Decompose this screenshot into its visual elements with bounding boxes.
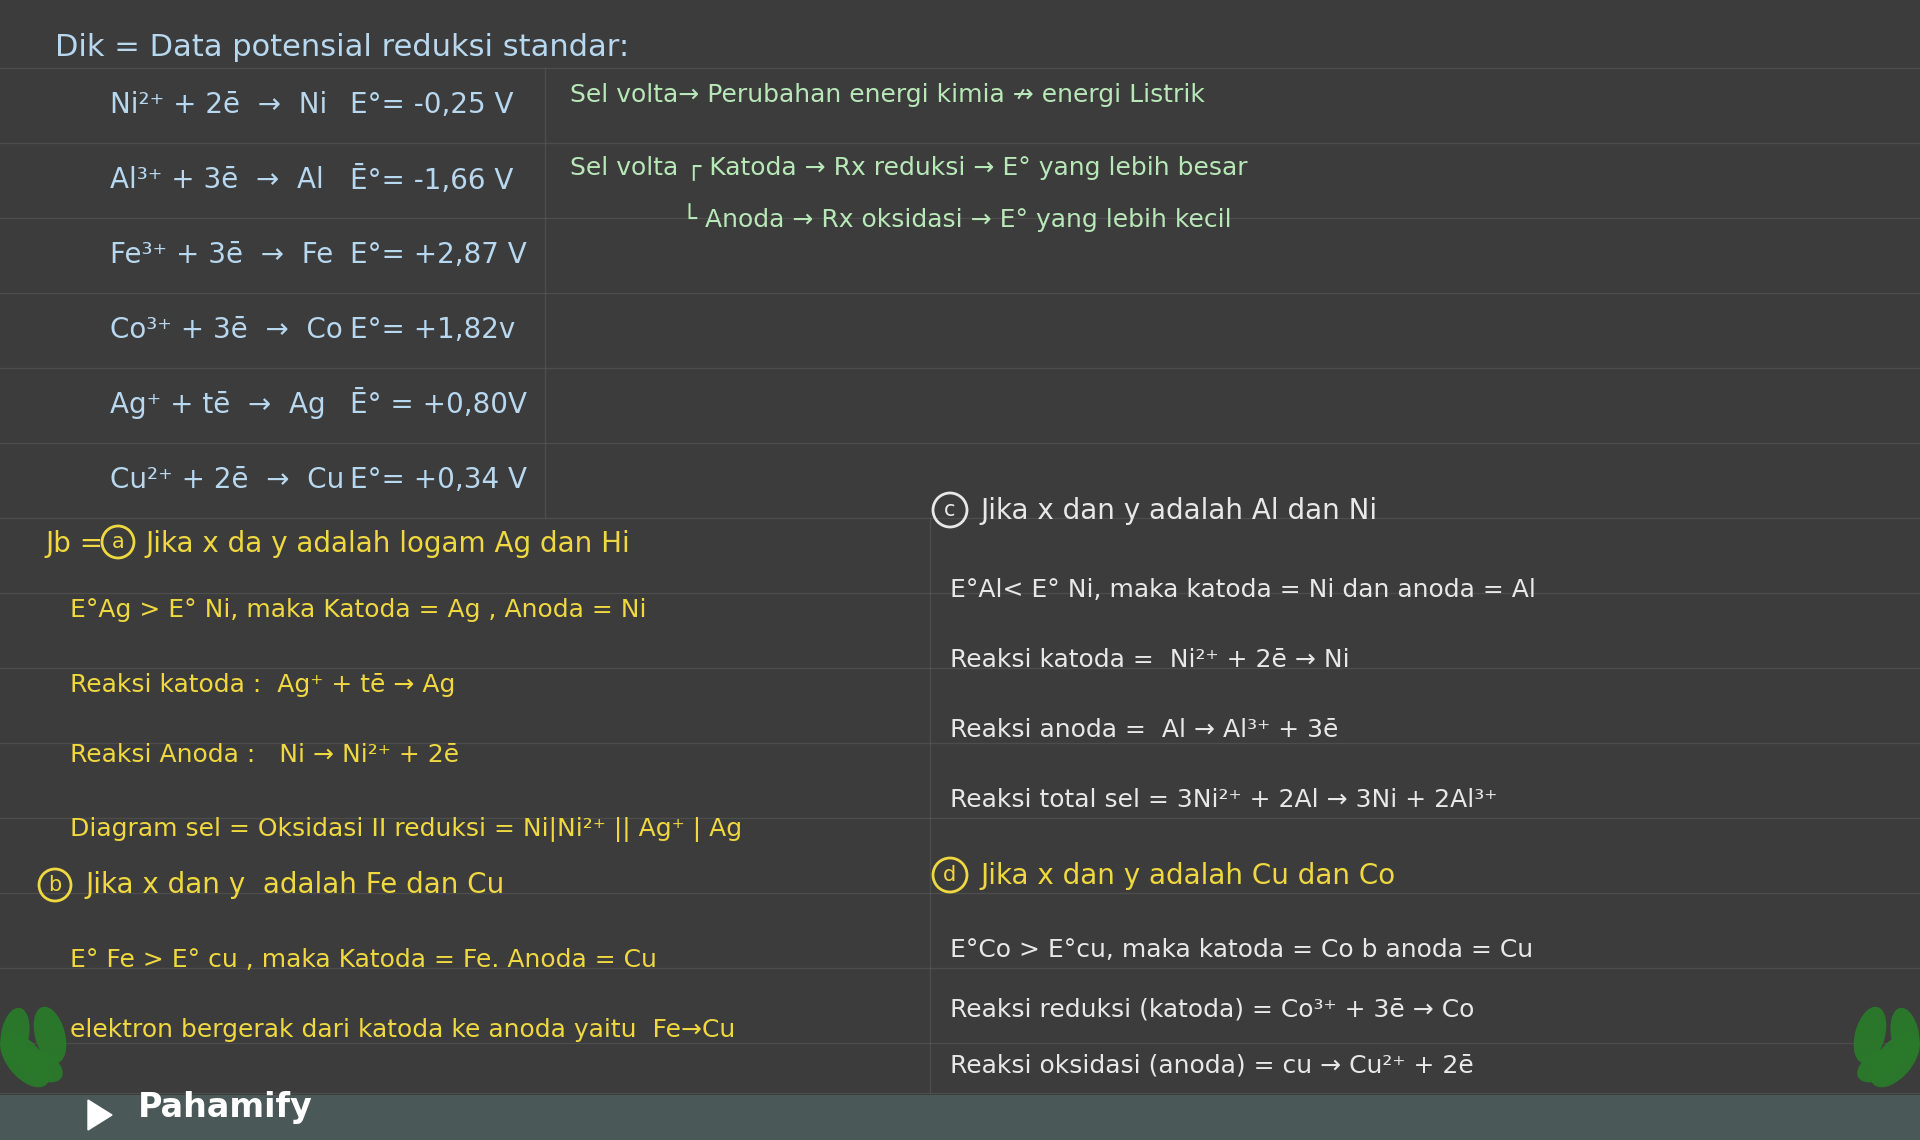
Text: Reaksi reduksi (katoda) = Co³⁺ + 3ē → Co: Reaksi reduksi (katoda) = Co³⁺ + 3ē → Co [950,998,1475,1021]
Text: Jika x dan y adalah Cu dan Co: Jika x dan y adalah Cu dan Co [979,862,1396,890]
Text: a: a [111,532,125,552]
Text: E°= +0,34 V: E°= +0,34 V [349,466,526,494]
Text: E°= -0,25 V: E°= -0,25 V [349,91,513,119]
Text: Al³⁺ + 3ē  →  Al: Al³⁺ + 3ē → Al [109,166,324,194]
Text: Reaksi oksidasi (anoda) = cu → Cu²⁺ + 2ē: Reaksi oksidasi (anoda) = cu → Cu²⁺ + 2ē [950,1053,1475,1077]
Text: Reaksi katoda :  Ag⁺ + tē → Ag: Reaksi katoda : Ag⁺ + tē → Ag [69,673,455,697]
Text: d: d [943,865,956,885]
Text: Ē° = +0,80V: Ē° = +0,80V [349,391,526,420]
Text: Dik = Data potensial reduksi standar:: Dik = Data potensial reduksi standar: [56,33,630,62]
Text: b: b [48,876,61,895]
Text: Ē°= -1,66 V: Ē°= -1,66 V [349,165,513,195]
Text: E°= +2,87 V: E°= +2,87 V [349,241,526,269]
Text: Fe³⁺ + 3ē  →  Fe: Fe³⁺ + 3ē → Fe [109,241,334,269]
Ellipse shape [0,1033,50,1088]
Ellipse shape [1853,1007,1885,1064]
Text: E°Al< E° Ni, maka katoda = Ni dan anoda = Al: E°Al< E° Ni, maka katoda = Ni dan anoda … [950,578,1536,602]
Text: E°Ag > E° Ni, maka Katoda = Ag , Anoda = Ni: E°Ag > E° Ni, maka Katoda = Ag , Anoda =… [69,598,647,622]
Text: Reaksi katoda =  Ni²⁺ + 2ē → Ni: Reaksi katoda = Ni²⁺ + 2ē → Ni [950,648,1350,671]
Text: elektron bergerak dari katoda ke anoda yaitu  Fe→Cu: elektron bergerak dari katoda ke anoda y… [69,1018,735,1042]
Text: Jika x dan y adalah Al dan Ni: Jika x dan y adalah Al dan Ni [979,497,1377,526]
Ellipse shape [35,1007,67,1064]
Text: Ni²⁺ + 2ē  →  Ni: Ni²⁺ + 2ē → Ni [109,91,326,119]
Text: Diagram sel = Oksidasi II reduksi = Ni|Ni²⁺ || Ag⁺ | Ag: Diagram sel = Oksidasi II reduksi = Ni|N… [69,817,743,842]
Text: Cu²⁺ + 2ē  →  Cu: Cu²⁺ + 2ē → Cu [109,466,344,494]
Text: Pahamify: Pahamify [138,1091,313,1124]
Text: Jika x dan y  adalah Fe dan Cu: Jika x dan y adalah Fe dan Cu [84,871,505,899]
Text: Reaksi Anoda :   Ni → Ni²⁺ + 2ē: Reaksi Anoda : Ni → Ni²⁺ + 2ē [69,743,459,767]
Text: Reaksi anoda =  Al → Al³⁺ + 3ē: Reaksi anoda = Al → Al³⁺ + 3ē [950,718,1338,742]
Ellipse shape [0,1008,29,1062]
Text: Ag⁺ + tē  →  Ag: Ag⁺ + tē → Ag [109,391,326,420]
Text: E°Co > E°cu, maka katoda = Co b anoda = Cu: E°Co > E°cu, maka katoda = Co b anoda = … [950,938,1534,962]
Text: c: c [945,500,956,520]
Text: Reaksi total sel = 3Ni²⁺ + 2Al → 3Ni + 2Al³⁺: Reaksi total sel = 3Ni²⁺ + 2Al → 3Ni + 2… [950,788,1498,812]
Bar [0,1096,1920,1140]
Ellipse shape [17,1048,63,1082]
Text: Co³⁺ + 3ē  →  Co: Co³⁺ + 3ē → Co [109,316,344,344]
Ellipse shape [1891,1008,1920,1062]
Ellipse shape [1857,1048,1903,1082]
Text: Jb =: Jb = [44,530,111,557]
Text: E° Fe > E° cu , maka Katoda = Fe. Anoda = Cu: E° Fe > E° cu , maka Katoda = Fe. Anoda … [69,948,657,972]
Text: Sel volta→ Perubahan energi kimia ↛ energi Listrik: Sel volta→ Perubahan energi kimia ↛ ener… [570,83,1206,107]
Text: E°= +1,82v: E°= +1,82v [349,316,515,344]
Text: Jika x da y adalah logam Ag dan Hi: Jika x da y adalah logam Ag dan Hi [146,530,630,557]
Text: └ Anoda → Rx oksidasi → E° yang lebih kecil: └ Anoda → Rx oksidasi → E° yang lebih ke… [570,204,1231,233]
Polygon shape [88,1100,111,1130]
Text: Sel volta ┌ Katoda → Rx reduksi → E° yang lebih besar: Sel volta ┌ Katoda → Rx reduksi → E° yan… [570,155,1248,180]
Ellipse shape [1870,1033,1920,1088]
